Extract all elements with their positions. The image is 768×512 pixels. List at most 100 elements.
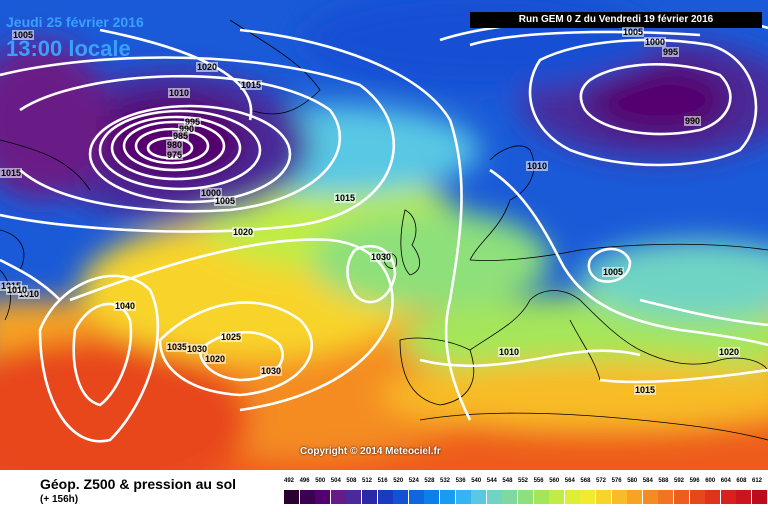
scale-swatch	[455, 490, 471, 504]
scale-swatch	[736, 490, 752, 504]
scale-tick-label: 612	[752, 478, 763, 484]
isobar-label: 1015	[634, 385, 657, 395]
scale-tick-label: 584	[642, 478, 653, 484]
isobar-label: 1020	[232, 227, 255, 237]
isobar-label: 1030	[370, 252, 393, 262]
coast-italy	[569, 319, 601, 381]
isobar-label: 1010	[18, 289, 41, 299]
isobar-label: 1030	[260, 366, 283, 376]
isobar-1015-south	[599, 368, 768, 384]
scale-swatch	[518, 490, 533, 504]
map-title: Géop. Z500 & pression au sol	[40, 476, 237, 492]
scale-tick-label: 560	[549, 478, 560, 484]
scale-tick-label: 492	[284, 478, 295, 484]
scale-tick-label: 540	[471, 478, 482, 484]
isobar-label: 1005	[12, 30, 35, 40]
geopotential-field	[0, 0, 768, 470]
coast-black-sea	[639, 349, 768, 371]
isobar-label: 1025	[220, 332, 243, 342]
isobar-1015	[239, 28, 472, 421]
coast-scandinavia	[469, 145, 535, 261]
east-teal	[580, 240, 768, 320]
isobar-1025	[158, 301, 313, 397]
scale-swatch	[424, 490, 440, 504]
isobar-1000	[88, 104, 292, 204]
scale-swatch	[533, 490, 549, 504]
scale-tick-label: 524	[408, 478, 419, 484]
scale-tick-label: 520	[393, 478, 404, 484]
scale-tick-label: 516	[377, 478, 388, 484]
scale-tick-label: 564	[564, 478, 575, 484]
coast-north-europe	[469, 243, 768, 261]
west-europe-green	[310, 210, 550, 310]
isobar-label: 1020	[196, 62, 219, 72]
isobar-1035	[38, 274, 160, 443]
isobar-label: 980	[166, 140, 184, 150]
isobar-label: 1010	[6, 285, 29, 295]
scale-swatch	[705, 490, 721, 504]
coast-africa	[419, 412, 768, 441]
scale-swatch	[440, 490, 455, 504]
ridge-red-west	[0, 340, 250, 470]
scale-swatch	[642, 490, 658, 504]
scale-tick-label: 568	[580, 478, 591, 484]
scale-tick-label: 596	[689, 478, 700, 484]
isobar-label: 1030	[186, 344, 209, 354]
isobar-label: 1015	[240, 80, 263, 90]
med-yellow	[380, 360, 768, 430]
scale-swatch	[596, 490, 611, 504]
isobar-label: 1005	[602, 267, 625, 277]
scale-swatch	[408, 490, 424, 504]
scale-swatch	[346, 490, 362, 504]
isobar-990-north	[579, 63, 732, 136]
scale-tick-label: 600	[705, 478, 716, 484]
coast-iberia	[399, 337, 475, 406]
scale-swatch	[315, 490, 331, 504]
coast-greenland	[229, 19, 321, 115]
scale-tick-label: 504	[330, 478, 341, 484]
isobar-label: 1005	[214, 196, 237, 206]
isobar-label: 1000	[200, 188, 223, 198]
scale-swatch	[674, 490, 689, 504]
low-canada	[0, 40, 110, 200]
isobar-1030-east	[346, 244, 397, 304]
scale-swatch	[299, 490, 315, 504]
run-info: Run GEM 0 Z du Vendredi 19 février 2016	[470, 12, 762, 28]
scale-swatch	[611, 490, 627, 504]
isobar-label: 1015	[334, 193, 357, 203]
isobar-label: 1015	[0, 168, 23, 178]
scale-swatch	[627, 490, 643, 504]
isobar-1000-north	[469, 30, 701, 47]
scale-tick-label: 512	[362, 478, 373, 484]
scale-tick-label: 528	[424, 478, 435, 484]
isobar-1020-east	[639, 298, 768, 327]
forecast-range: (+ 156h)	[40, 494, 79, 505]
isobar-1015-west	[0, 258, 61, 301]
scale-swatch	[284, 490, 299, 504]
scale-swatch	[486, 490, 502, 504]
isobar-label: 1005	[622, 27, 645, 37]
isobar-label: 975	[166, 150, 184, 160]
scale-swatch	[720, 490, 736, 504]
isobar-label: 1010	[526, 161, 549, 171]
legend-footer: Géop. Z500 & pression au sol (+ 156h) 49…	[0, 470, 768, 512]
coast-med-north	[469, 290, 641, 351]
scale-tick-label: 548	[502, 478, 513, 484]
scale-tick-label: 588	[658, 478, 669, 484]
coast-britain	[400, 209, 421, 276]
scale-swatch	[658, 490, 674, 504]
scale-tick-label: 608	[736, 478, 747, 484]
forecast-map: Jeudi 25 février 2016 13:00 locale Run G…	[0, 0, 768, 470]
scale-tick-label: 536	[455, 478, 466, 484]
scale-tick-label: 552	[518, 478, 529, 484]
isobar-985	[122, 120, 226, 172]
isobar-980	[134, 127, 210, 165]
scale-swatch	[549, 490, 565, 504]
isobar-label: 985	[172, 131, 190, 141]
scale-tick-label: 556	[533, 478, 544, 484]
scale-tick-label: 500	[315, 478, 326, 484]
isobar-label: 990	[178, 124, 196, 134]
isobar-label: 1020	[718, 347, 741, 357]
isobar-1010	[0, 56, 395, 233]
isobar-1005-east	[587, 247, 632, 283]
